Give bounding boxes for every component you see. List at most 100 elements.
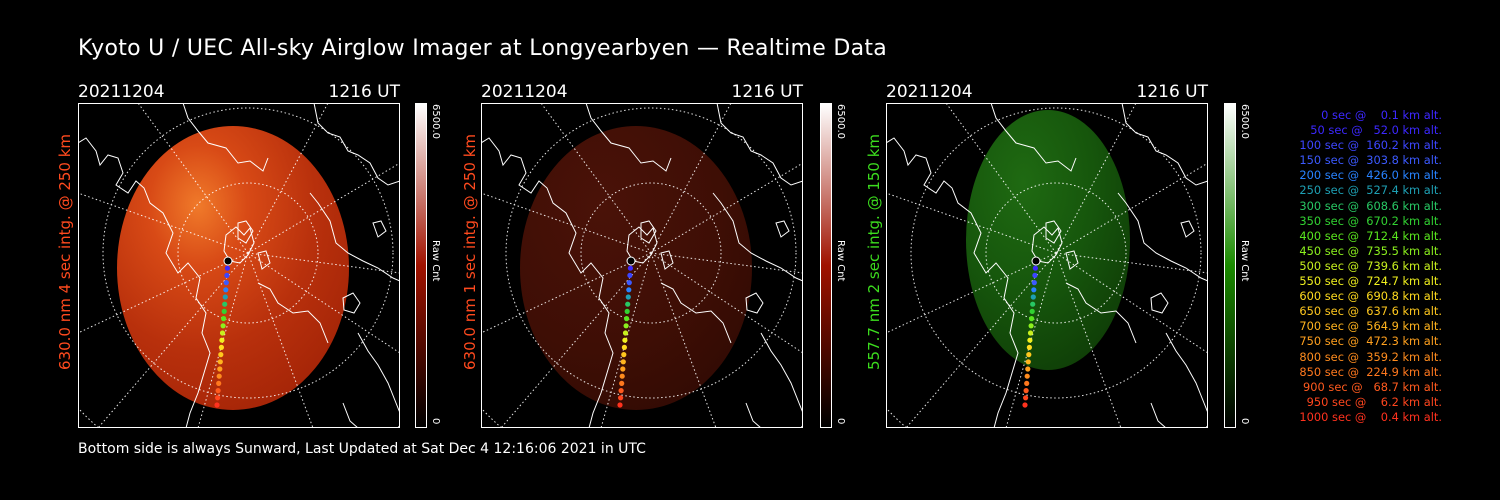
trajectory-point <box>1030 294 1036 300</box>
trajectory-point <box>1022 402 1028 408</box>
trajectory-point <box>627 272 633 278</box>
legend-entry: 750 sec @ 472.3 km alt. <box>1299 334 1442 349</box>
trajectory-point <box>224 272 230 278</box>
panel-1-colorbar-min: 0 <box>430 418 441 425</box>
trajectory-point <box>1026 352 1032 358</box>
trajectory-point <box>221 316 227 322</box>
trajectory-point <box>1023 395 1029 401</box>
trajectory-point <box>626 280 632 286</box>
legend-entry: 800 sec @ 359.2 km alt. <box>1299 349 1442 364</box>
trajectory-point <box>1031 256 1041 266</box>
legend-entry: 550 sec @ 724.7 km alt. <box>1299 274 1442 289</box>
trajectory-point <box>1029 316 1035 322</box>
trajectory-point <box>625 294 631 300</box>
trajectory-point <box>617 402 623 408</box>
trajectory-point <box>223 280 229 286</box>
panel-2-colorbar-max: 6500.0 <box>835 104 846 139</box>
legend-entry: 650 sec @ 637.6 km alt. <box>1299 304 1442 319</box>
trajectory-point <box>1025 359 1031 365</box>
trajectory-point <box>1026 344 1032 350</box>
legend-entry: 350 sec @ 670.2 km alt. <box>1299 213 1442 228</box>
trajectory-point <box>1032 272 1038 278</box>
trajectory-point <box>1028 323 1034 329</box>
trajectory-point <box>1030 301 1036 307</box>
trajectory-point <box>222 294 228 300</box>
trajectory-point <box>621 344 627 350</box>
legend-entry: 950 sec @ 6.2 km alt. <box>1306 394 1442 409</box>
panel-2-date: 20211204 <box>481 82 568 102</box>
trajectory-point <box>1029 308 1035 314</box>
trajectory-point <box>217 359 223 365</box>
panel-2-colorbar-units: Raw Cnt <box>835 240 846 282</box>
legend-entry: 850 sec @ 224.9 km alt. <box>1299 364 1442 379</box>
trajectory-point <box>219 330 226 336</box>
legend-entry: 1000 sec @ 0.4 km alt. <box>1299 409 1442 424</box>
trajectory-point <box>1024 373 1030 379</box>
trajectory-point <box>218 344 224 350</box>
trajectory-point <box>620 366 626 372</box>
trajectory-point <box>221 308 227 314</box>
trajectory-point <box>619 380 625 386</box>
panel-2-colorbar-min: 0 <box>835 418 846 425</box>
legend-entry: 600 sec @ 690.8 km alt. <box>1299 289 1442 304</box>
panel-1-time: 1216 UT <box>328 82 401 102</box>
trajectory-legend: 0 sec @ 0.1 km alt. 50 sec @ 52.0 km alt.… <box>1250 108 1442 425</box>
trajectory-point <box>1032 265 1038 271</box>
trajectory-point <box>625 301 631 307</box>
trajectory-point <box>223 287 229 293</box>
trajectory-point <box>215 395 221 401</box>
trajectory-point <box>219 337 225 343</box>
panel-3-colorbar-min: 0 <box>1239 418 1250 425</box>
panel-3-colorbar-max: 6500.0 <box>1239 104 1250 139</box>
trajectory-point <box>621 352 627 358</box>
trajectory-point <box>622 330 629 336</box>
trajectory-point <box>620 359 626 365</box>
legend-entry: 150 sec @ 303.8 km alt. <box>1299 153 1442 168</box>
trajectory-point <box>626 287 632 293</box>
panel-1-airglow-image <box>78 103 400 428</box>
legend-entry: 700 sec @ 564.9 km alt. <box>1299 319 1442 334</box>
panel-3-side-label: 557.7 nm 2 sec intg. @ 150 km <box>865 133 883 370</box>
panel-1-colorbar <box>415 103 427 428</box>
legend-entry: 900 sec @ 68.7 km alt. <box>1303 379 1442 394</box>
panel-1-side-label: 630.0 nm 4 sec intg. @ 250 km <box>56 133 74 370</box>
trajectory-point <box>224 265 230 271</box>
trajectory-point <box>1024 380 1030 386</box>
trajectory-point <box>1031 287 1037 293</box>
footer-status: Bottom side is always Sunward, Last Upda… <box>78 441 646 457</box>
trajectory-point <box>618 388 624 394</box>
legend-entry: 50 sec @ 52.0 km alt. <box>1310 123 1442 138</box>
legend-entry: 450 sec @ 735.5 km alt. <box>1299 243 1442 258</box>
trajectory-point <box>619 373 625 379</box>
trajectory-point <box>1023 388 1029 394</box>
trajectory-point <box>624 308 630 314</box>
panel-3-date: 20211204 <box>886 82 973 102</box>
panel-3-time: 1216 UT <box>1136 82 1209 102</box>
legend-entry: 0 sec @ 0.1 km alt. <box>1321 108 1442 122</box>
legend-entry: 500 sec @ 739.6 km alt. <box>1299 258 1442 273</box>
panel-2-airglow-image <box>481 103 803 428</box>
panel-2-side-label: 630.0 nm 1 sec intg. @ 250 km <box>461 133 479 370</box>
trajectory-point <box>220 323 226 329</box>
legend-entry: 250 sec @ 527.4 km alt. <box>1299 183 1442 198</box>
trajectory-point <box>216 373 222 379</box>
trajectory-point <box>626 256 636 266</box>
panel-3-colorbar-units: Raw Cnt <box>1239 240 1250 282</box>
trajectory-point <box>627 265 633 271</box>
panel-1-colorbar-max: 6500.0 <box>430 104 441 139</box>
trajectory-point <box>217 366 223 372</box>
trajectory-point <box>215 388 221 394</box>
trajectory-point <box>214 402 220 408</box>
trajectory-point <box>622 337 628 343</box>
trajectory-point <box>1027 337 1033 343</box>
legend-entry: 400 sec @ 712.4 km alt. <box>1299 228 1442 243</box>
trajectory-point <box>618 395 624 401</box>
trajectory-point <box>1027 330 1034 336</box>
panel-3-airglow-image <box>886 103 1208 428</box>
trajectory-point <box>1025 366 1031 372</box>
panel-2-time: 1216 UT <box>731 82 804 102</box>
legend-entry: 300 sec @ 608.6 km alt. <box>1299 198 1442 213</box>
trajectory-point <box>624 316 630 322</box>
legend-entry: 200 sec @ 426.0 km alt. <box>1299 168 1442 183</box>
panel-1-date: 20211204 <box>78 82 165 102</box>
